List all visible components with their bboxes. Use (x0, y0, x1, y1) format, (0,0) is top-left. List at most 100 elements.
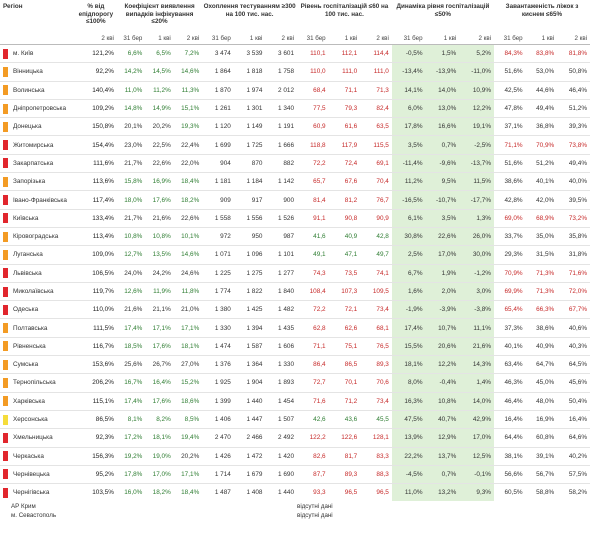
region-cell[interactable]: м. Київ (0, 45, 75, 63)
value-cell: 122,2 (297, 428, 329, 448)
region-cell[interactable]: Сумська (0, 355, 75, 374)
region-cell[interactable]: Рівненська (0, 336, 75, 356)
region-cell[interactable]: Закарпатська (0, 153, 75, 173)
value-cell: 18,4% (173, 483, 203, 502)
value-cell: 27,0% (173, 355, 203, 374)
value-cell: 1 184 (233, 172, 266, 191)
table-row[interactable]: Вінницька 92,2% 14,2% 14,5% 14,6% 1 864 1 818 1… (0, 62, 590, 82)
region-cell[interactable]: Миколаївська (0, 281, 75, 301)
table-row[interactable]: Запорізька 113,6% 15,8% 16,9% 18,4% 1 181 1 18… (0, 172, 590, 191)
region-cell[interactable]: Київська (0, 208, 75, 228)
table-row[interactable]: Харківська 115,1% 17,4% 17,6% 18,6% 1 399 1 44… (0, 391, 590, 411)
table-row[interactable]: Київська 133,4% 21,7% 21,6% 22,6% 1 558 1 556 1… (0, 208, 590, 228)
value-cell: 81,8% (568, 50, 587, 58)
zone-indicator (3, 121, 8, 132)
value-cell: 116,7% (74, 336, 117, 356)
table-row[interactable]: Донецька 150,8% 20,1% 20,2% 19,3% 1 120 1 149 1… (0, 117, 590, 136)
table-row[interactable]: Тернопільська 206,2% 16,7% 16,4% 15,2% 1 925 1… (0, 373, 590, 393)
zone-indicator (3, 377, 8, 388)
value-cell: 904 (202, 153, 234, 173)
table-row[interactable]: Чернівецька 95,2% 17,8% 17,0% 17,1% 1 714 1 67… (0, 464, 590, 484)
table-row[interactable]: Закарпатська 111,6% 21,7% 22,6% 22,0% 904 870 8… (0, 153, 590, 173)
region-cell[interactable]: Чернівецька (0, 464, 75, 484)
value-cell: 3 474 (214, 50, 231, 58)
value-cell: 1 071 (202, 245, 234, 265)
value-cell: 8,2% (145, 409, 174, 429)
table-row[interactable]: Чернігівська 103,5% 16,0% 18,2% 18,4% 1 487 1 … (0, 483, 590, 502)
table-row[interactable]: Львівська 106,5% 24,0% 24,2% 24,6% 1 225 1 275… (0, 263, 590, 283)
value-cell: 17,1% (173, 318, 203, 338)
value-cell: 122,6 (328, 428, 361, 448)
value-cell: -17,7% (459, 190, 494, 210)
testing-header[interactable]: Охоплення тестуванням ≥300 на 100 тис. н… (203, 3, 296, 18)
value-cell: 1 376 (202, 355, 234, 374)
table-row[interactable]: Миколаївська 119,7% 12,6% 11,9% 11,8% 1 774 1 … (0, 281, 590, 301)
value-cell: 93,3 (297, 483, 329, 502)
table-row[interactable]: Одеська 110,0% 21,6% 21,1% 21,0% 1 380 1 425 1 … (0, 300, 590, 319)
value-cell: 14,3% (459, 355, 494, 374)
value-cell: 14,0% (459, 391, 494, 411)
table-row[interactable]: Рівненська 116,7% 18,5% 17,6% 18,1% 1 474 1 58… (0, 336, 590, 356)
value-cell: 6,1% (391, 208, 426, 228)
oxygen-header[interactable]: Завантаженість ліжок з киснем ≤65% (505, 3, 579, 18)
table-row[interactable]: Житомирська 154,4% 23,0% 22,5% 22,4% 1 699 1 7… (0, 135, 590, 155)
region-cell[interactable]: Черкаська (0, 446, 75, 466)
value-cell: 2 492 (265, 428, 298, 448)
region-name: Миколаївська (13, 288, 54, 295)
region-cell[interactable]: Харківська (0, 391, 75, 411)
table-row[interactable]: Івано-Франківська 117,4% 18,0% 17,6% 18,2% 90… (0, 190, 590, 210)
region-cell[interactable]: Львівська (0, 263, 75, 283)
value-cell: 11,8% (173, 281, 203, 301)
table-row[interactable]: Херсонська 86,5% 8,1% 8,2% 8,5% 1 406 1 447 1 5… (0, 409, 590, 429)
value-cell: 61,6 (328, 117, 361, 136)
no-data-note: відсутні дані (297, 512, 333, 520)
value-cell: 110,1 (310, 50, 326, 58)
table-row[interactable]: Луганська 109,0% 12,7% 13,5% 14,6% 1 071 1 096… (0, 245, 590, 265)
value-cell: 8,1% (116, 409, 146, 429)
table-row[interactable]: Сумська 153,6% 25,6% 26,7% 27,0% 1 376 1 364 1 … (0, 355, 590, 374)
zone-indicator (3, 158, 8, 169)
hosp-dynamics-header[interactable]: Динаміка рівня госпіталізацій ≤50% (396, 3, 490, 18)
value-cell: 57,5% (557, 464, 590, 484)
value-cell: 1 425 (233, 300, 266, 319)
value-cell: 972 (202, 226, 234, 246)
detection-header[interactable]: Коефіцієнт виявлення випадків інфікуванн… (124, 3, 195, 26)
region-cell[interactable]: Кіровоградська (0, 226, 75, 246)
region-cell[interactable]: Івано-Франківська (0, 190, 75, 210)
region-cell[interactable]: Чернігівська (0, 483, 75, 502)
value-cell: 11,3% (173, 80, 203, 100)
value-cell: 73,2% (557, 208, 590, 228)
region-header[interactable]: Регіон (3, 3, 23, 10)
table-row[interactable]: Полтавська 111,5% 17,4% 17,1% 17,1% 1 330 1 39… (0, 318, 590, 338)
region-cell[interactable]: Вінницька (0, 62, 75, 82)
vaccination-header[interactable]: % від епідпорогу ≤100% (78, 3, 114, 26)
region-cell[interactable]: Житомирська (0, 135, 75, 155)
region-cell[interactable]: Хмельницька (0, 428, 75, 448)
value-cell: 13,5% (145, 245, 174, 265)
date-label: 2 кві (459, 33, 494, 45)
region-cell[interactable]: Одеська (0, 300, 75, 319)
region-name: Сумська (13, 361, 39, 369)
table-row[interactable]: Волинська 140,4% 11,0% 11,2% 11,3% 1 870 1 974… (0, 80, 590, 100)
region-cell[interactable]: Дніпропетровська (0, 98, 75, 118)
region-cell[interactable]: Волинська (0, 80, 75, 100)
value-cell: 1 380 (202, 300, 234, 319)
table-row[interactable]: Кіровоградська 113,4% 10,8% 10,8% 10,1% 972 95… (0, 226, 590, 246)
value-cell: 1 420 (265, 446, 298, 466)
value-cell: 117,4% (74, 190, 117, 210)
region-cell[interactable]: Запорізька (0, 172, 75, 191)
zone-indicator (3, 451, 8, 462)
table-row[interactable]: м. Київ 121,2% 6,6% 6,5% 7,2% 3 474 3 539 3 601… (0, 44, 590, 63)
table-row[interactable]: Хмельницька 92,3% 17,2% 18,1% 19,4% 2 470 2 46… (0, 428, 590, 448)
region-cell[interactable]: Луганська (0, 245, 75, 265)
region-cell[interactable]: Херсонська (0, 409, 75, 429)
value-cell: 17,6% (145, 190, 174, 210)
region-cell[interactable]: Полтавська (0, 318, 75, 338)
hosp-level-header[interactable]: Рівень госпіталізацій ≤60 на 100 тис. на… (300, 3, 389, 18)
region-cell[interactable]: Тернопільська (0, 373, 75, 393)
value-cell: 60,9 (297, 117, 329, 136)
table-row[interactable]: Дніпропетровська 109,2% 14,8% 14,9% 15,1% 1 2… (0, 98, 590, 118)
table-row[interactable]: Черкаська 156,3% 19,2% 19,0% 20,2% 1 426 1 472… (0, 446, 590, 466)
region-cell[interactable]: Донецька (0, 117, 75, 136)
zone-indicator (3, 286, 8, 297)
